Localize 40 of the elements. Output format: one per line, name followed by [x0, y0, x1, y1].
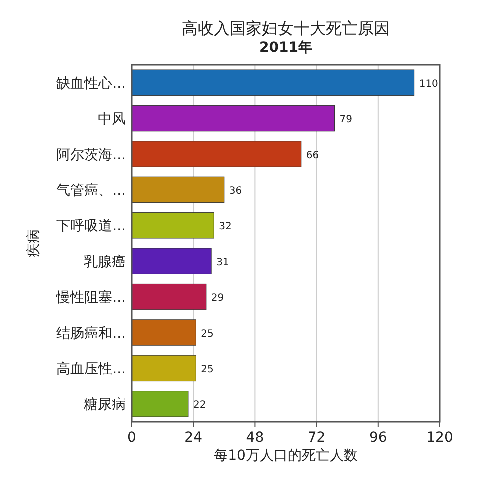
- bar: [132, 212, 214, 239]
- bar: [132, 320, 196, 346]
- bar: [132, 355, 196, 382]
- data-label: 66: [306, 150, 320, 162]
- x-tick-label: 48: [246, 430, 264, 446]
- bar: [132, 248, 212, 274]
- bar: [132, 141, 302, 168]
- x-axis-title: 每10万人口的死亡人数: [214, 448, 358, 464]
- y-tick-label: 中风: [98, 112, 126, 128]
- y-axis-title: 疾病: [26, 230, 42, 258]
- data-label: 110: [419, 78, 438, 90]
- bar: [132, 391, 189, 418]
- x-tick-label: 120: [426, 430, 454, 446]
- data-label: 22: [193, 400, 206, 412]
- x-tick-label: 96: [369, 430, 388, 446]
- y-tick-label: 下呼吸道...: [56, 218, 126, 235]
- data-label: 36: [229, 186, 242, 197]
- bar: [132, 70, 415, 96]
- data-label: 31: [216, 257, 230, 268]
- chart-subtitle: 2011年: [260, 40, 312, 56]
- y-tick-label: 慢性阻塞...: [56, 290, 126, 306]
- y-tick-label: 糖尿病: [84, 397, 126, 414]
- data-label: 25: [201, 328, 214, 340]
- y-tick-label: 阿尔茨海...: [56, 147, 126, 164]
- x-tick-label: 24: [184, 430, 203, 446]
- y-tick-label: 高血压性...: [56, 361, 126, 378]
- bar: [132, 284, 207, 310]
- y-tick-label: 缺血性心...: [56, 76, 126, 92]
- chart-title: 高收入国家妇女十大死亡原因: [182, 19, 390, 38]
- y-tick-label: 结肠癌和...: [56, 326, 126, 342]
- y-tick-label: 气管癌、...: [56, 182, 126, 199]
- data-label: 32: [219, 222, 232, 233]
- x-tick-label: 72: [308, 430, 326, 446]
- bar: [132, 176, 225, 204]
- x-tick-label: 0: [128, 430, 136, 446]
- data-label: 25: [201, 364, 214, 376]
- bar: [132, 105, 336, 132]
- y-tick-label: 乳腺癌: [84, 254, 126, 270]
- data-label: 79: [340, 114, 352, 126]
- data-label: 29: [211, 293, 224, 304]
